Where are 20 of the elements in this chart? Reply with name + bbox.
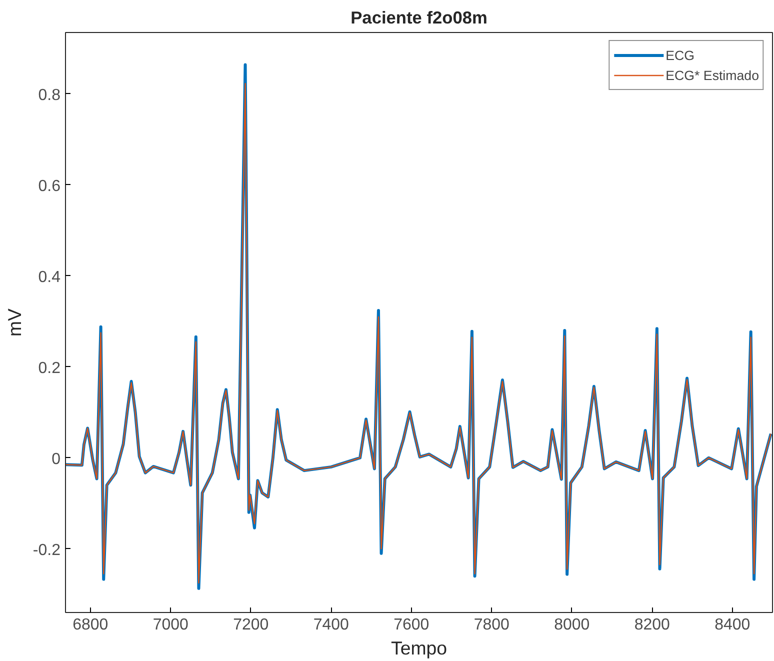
x-tick-label: 7600 [394,616,430,634]
x-tick-label: 8200 [634,616,670,634]
x-tick-label: 7400 [313,616,350,634]
y-tick-label: 0.6 [38,178,61,195]
x-axis-title: Tempo [391,638,447,658]
x-tick-label: 7000 [152,616,189,634]
x-tick-label: 6800 [72,616,108,634]
x-tick-label: 8000 [554,616,590,634]
chart-title: Paciente f2o08m [350,8,488,28]
y-tick-label: 0.8 [38,86,61,104]
legend-label: ECG* Estimado [666,68,759,82]
y-tick-label: -0.2 [32,542,61,559]
x-tick-label: 7200 [233,616,269,634]
y-axis-title: mV [4,308,25,336]
legend-label: ECG [666,48,695,62]
y-tick-label: 0 [52,450,61,468]
y-tick-label: 0.4 [38,268,61,286]
x-tick-label: 7800 [474,616,510,634]
y-tick-label: 0.2 [38,360,61,377]
x-tick-label: 8400 [714,616,750,634]
